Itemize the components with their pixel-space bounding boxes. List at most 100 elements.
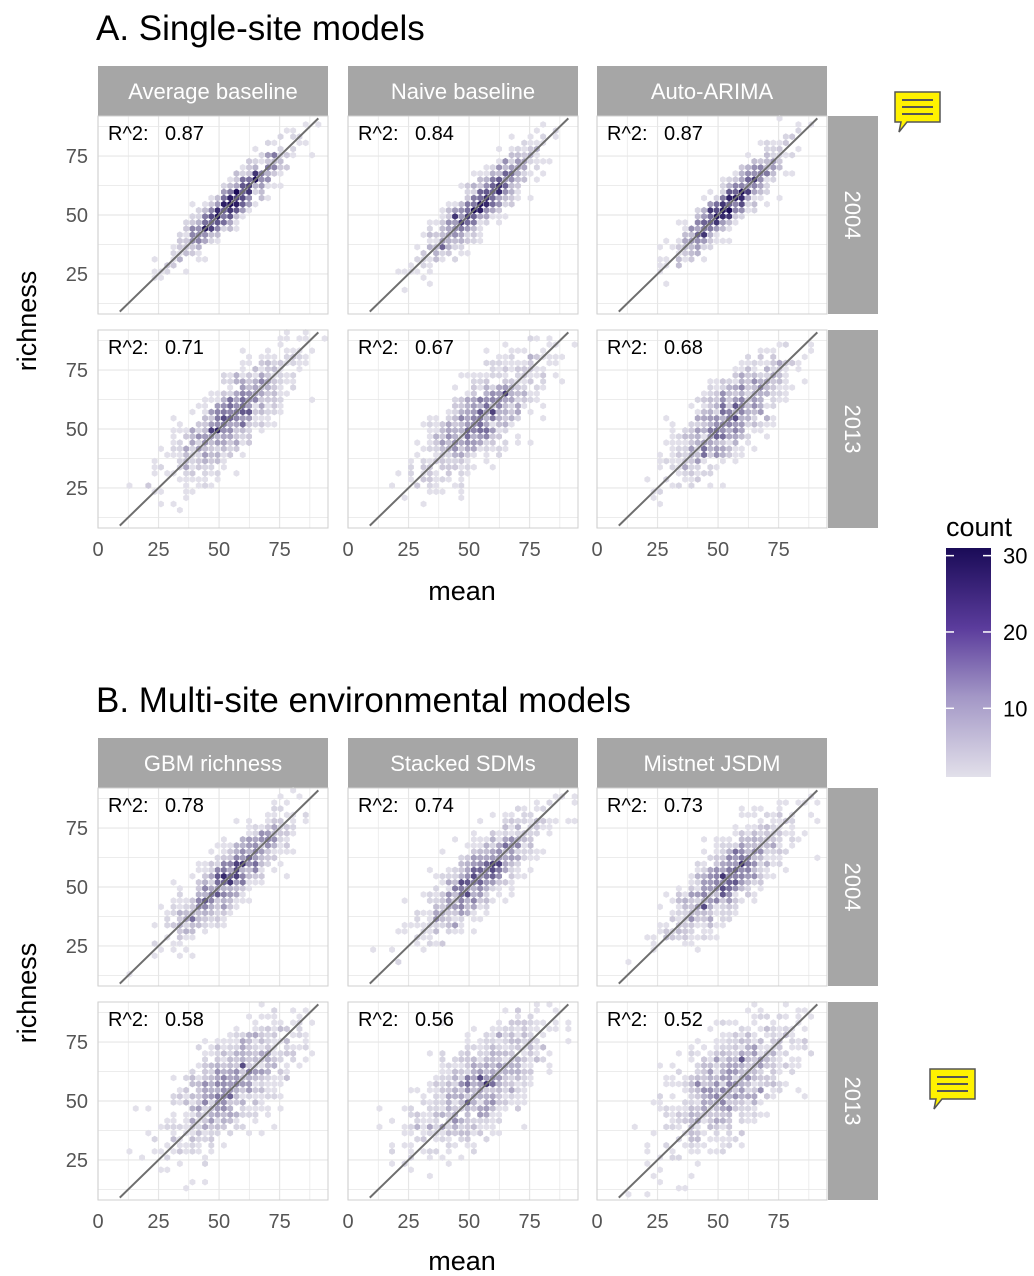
- hexbin-cell: [452, 433, 458, 440]
- hexbin-cell: [477, 1080, 484, 1088]
- hexbin-cell: [221, 1074, 227, 1082]
- hexbin-cell: [808, 341, 814, 348]
- hexbin-cell: [701, 457, 707, 465]
- hexbin-cell: [458, 402, 465, 410]
- hexbin-cell: [726, 1062, 733, 1069]
- hexbin-cell: [751, 1105, 758, 1112]
- hexbin-cell: [701, 414, 707, 422]
- hexbin-cell: [252, 1105, 259, 1112]
- hexbin-cell: [277, 157, 284, 165]
- hexbin-cell: [252, 1031, 259, 1039]
- hexbin-cell: [701, 396, 707, 404]
- hexbin-cell: [732, 829, 739, 837]
- hexbin-cell: [208, 439, 215, 447]
- hexbin-cell: [745, 353, 751, 361]
- hexbin-cell: [508, 817, 515, 825]
- hexbin-cell: [527, 139, 534, 147]
- hexbin-cell: [183, 1099, 190, 1106]
- hexbin-cell: [764, 347, 770, 355]
- hexbin-cell: [258, 854, 265, 862]
- hexbin-cell: [246, 1080, 252, 1088]
- hexbin-cell: [720, 457, 726, 465]
- hexbin-cell: [559, 378, 565, 385]
- hexbin-cell: [515, 408, 521, 416]
- hexbin-cell: [464, 371, 471, 379]
- hexbin-cell: [439, 445, 446, 453]
- hexbin-cell: [764, 1092, 770, 1100]
- hexbin-cell: [489, 414, 496, 422]
- hexbin-cell: [258, 194, 265, 202]
- hexbin-cell: [657, 243, 663, 251]
- r2-label: R^2:: [607, 123, 648, 145]
- hexbin-cell: [189, 463, 196, 471]
- hexbin-cell: [496, 848, 502, 855]
- hexbin-cell: [239, 408, 246, 416]
- hexbin-cell: [176, 1148, 183, 1155]
- hexbin-cell: [515, 1037, 521, 1045]
- hexbin-cell: [464, 206, 471, 214]
- hexbin-cell: [164, 268, 171, 275]
- hexbin-cell: [265, 384, 271, 391]
- hexbin-cell: [227, 176, 234, 183]
- hexbin-cell: [290, 133, 297, 141]
- hexbin-cell: [227, 439, 234, 447]
- hexbin-cell: [271, 805, 278, 813]
- hexbin-cell: [252, 402, 259, 410]
- one-to-one-line: [119, 789, 320, 985]
- hexbin-cell: [675, 1154, 682, 1161]
- hexbin-cell: [176, 237, 183, 245]
- hexbin-cell: [483, 1043, 490, 1051]
- hexbin-cell: [489, 390, 496, 397]
- hexbin-cell: [283, 353, 290, 361]
- hexbin-cell: [420, 1111, 427, 1119]
- hexbin-cell: [151, 1135, 158, 1143]
- hexbin-cell: [483, 176, 490, 183]
- hexbin-cell: [489, 371, 496, 379]
- hexbin-cell: [745, 176, 751, 183]
- hexbin-cell: [782, 170, 789, 177]
- hexbin-cell: [713, 1043, 720, 1051]
- hexbin-cell: [302, 335, 309, 342]
- hexbin-cell: [170, 262, 177, 269]
- hexbin-cell: [214, 1086, 221, 1094]
- hexbin-cell: [515, 1074, 521, 1082]
- hexbin-cell: [302, 353, 309, 361]
- hexbin-cell: [477, 915, 484, 923]
- hexbin-cell: [477, 408, 484, 416]
- hexbin-cell: [477, 225, 484, 233]
- hexbin-cell: [239, 378, 246, 385]
- hexbin-cell: [675, 255, 682, 263]
- hexbin-cell: [433, 1086, 440, 1094]
- hexbin-cell: [508, 194, 515, 202]
- x-tick-label: 50: [208, 539, 230, 561]
- hexbin-cell: [726, 1019, 733, 1027]
- hexbin-cell: [221, 408, 227, 416]
- hexbin-cell: [239, 1037, 246, 1045]
- hexbin-cell: [452, 866, 458, 874]
- hexbin-cell: [527, 378, 534, 385]
- hexbin-cell: [221, 1123, 227, 1131]
- hexbin-cell: [508, 878, 515, 886]
- comment-note-icon[interactable]: [893, 90, 943, 134]
- hexbin-cell: [751, 897, 758, 905]
- hexbin-cell: [239, 176, 246, 183]
- comment-note-icon[interactable]: [928, 1067, 978, 1111]
- panel-border: [97, 1001, 329, 1201]
- hexbin-cell: [694, 433, 701, 440]
- hexbin-cell: [776, 164, 783, 171]
- x-tick-label: 0: [342, 539, 353, 561]
- hexbin-cell: [795, 365, 802, 373]
- hexbin-cell: [195, 451, 202, 459]
- hexbin-cell: [489, 811, 496, 819]
- one-to-one-line: [119, 117, 320, 313]
- hexbin-cell: [757, 390, 764, 397]
- hexbin-cell: [176, 506, 183, 514]
- hexbin-cell: [477, 1117, 484, 1125]
- hexbin-cell: [732, 1086, 739, 1094]
- hexbin-cell: [189, 469, 196, 477]
- hexbin-cell: [202, 1178, 208, 1186]
- hexbin-cell: [420, 891, 427, 898]
- hexbin-cell: [208, 878, 215, 886]
- hexbin-cell: [170, 243, 177, 251]
- hexbin-cell: [477, 1074, 484, 1082]
